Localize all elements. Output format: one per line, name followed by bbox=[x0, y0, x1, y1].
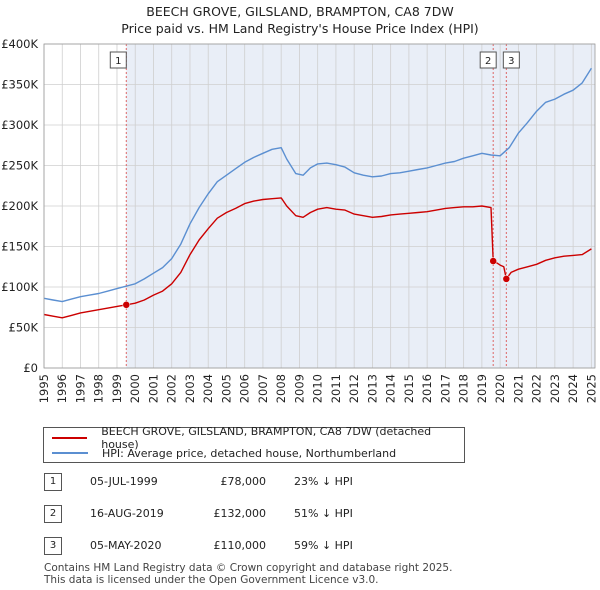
footer-copyright: Contains HM Land Registry data © Crown c… bbox=[44, 562, 453, 574]
sale-point bbox=[489, 257, 497, 265]
transaction-number: 1 bbox=[44, 473, 62, 491]
footer: Contains HM Land Registry data © Crown c… bbox=[44, 562, 452, 586]
x-tick-label: 2003 bbox=[183, 374, 197, 403]
transaction-date: 05-JUL-1999 bbox=[90, 475, 158, 488]
x-tick-label: 2020 bbox=[493, 374, 507, 403]
transaction-price: £132,000 bbox=[213, 507, 267, 520]
y-tick-label: £250K bbox=[1, 159, 38, 173]
sale-marker-badge bbox=[109, 51, 127, 69]
legend-swatch-hpi bbox=[52, 452, 88, 454]
transaction-number: 2 bbox=[44, 505, 62, 523]
plot-frame bbox=[43, 43, 596, 369]
x-tick-label: 2005 bbox=[219, 374, 233, 403]
legend-label-property: BEECH GROVE, GILSLAND, BRAMPTON, CA8 7DW… bbox=[101, 425, 432, 451]
transaction-number: 3 bbox=[44, 537, 62, 555]
x-tick-label: 1996 bbox=[55, 374, 69, 403]
x-tick-label: 2010 bbox=[311, 374, 325, 403]
transaction-date: 16-AUG-2019 bbox=[90, 507, 164, 520]
y-tick-label: £350K bbox=[1, 78, 38, 92]
transaction-hpi: 51% ↓ HPI bbox=[294, 507, 353, 520]
x-tick-label: 2023 bbox=[548, 374, 562, 403]
chart-title: BEECH GROVE, GILSLAND, BRAMPTON, CA8 7DW bbox=[146, 4, 454, 19]
x-tick-label: 2025 bbox=[584, 374, 598, 403]
legend-swatch-property bbox=[52, 437, 88, 439]
x-tick-label: 2008 bbox=[274, 374, 288, 403]
x-tick-label: 2007 bbox=[256, 374, 270, 403]
x-tick-label: 2006 bbox=[238, 374, 252, 403]
x-tick-label: 1995 bbox=[37, 374, 51, 403]
x-tick-label: 2021 bbox=[511, 374, 525, 403]
x-tick-label: 2004 bbox=[201, 374, 215, 403]
transaction-date: 05-MAY-2020 bbox=[90, 539, 162, 552]
x-tick-label: 2019 bbox=[475, 374, 489, 403]
x-tick-label: 1998 bbox=[92, 374, 106, 403]
sale-marker-badge bbox=[479, 51, 497, 69]
x-tick-label: 2014 bbox=[384, 374, 398, 403]
x-tick-label: 2002 bbox=[165, 374, 179, 403]
x-tick-label: 2009 bbox=[292, 374, 306, 403]
transaction-price: £78,000 bbox=[220, 475, 267, 488]
sale-marker-label: 2 bbox=[485, 56, 491, 67]
transaction-hpi: 23% ↓ HPI bbox=[294, 475, 353, 488]
series-line bbox=[43, 197, 592, 319]
y-tick-label: £0 bbox=[23, 361, 38, 375]
x-tick-label: 2024 bbox=[566, 374, 580, 403]
sale-marker-label: 3 bbox=[508, 56, 514, 67]
y-tick-label: £100K bbox=[1, 280, 38, 294]
y-tick-label: £50K bbox=[9, 321, 39, 335]
sale-marker-label: 1 bbox=[115, 56, 121, 67]
transaction-hpi: 59% ↓ HPI bbox=[294, 539, 353, 552]
legend-label-hpi: HPI: Average price, detached house, Nort… bbox=[102, 446, 397, 460]
chart-subtitle: Price paid vs. HM Land Registry's House … bbox=[121, 21, 479, 36]
series-line bbox=[43, 67, 592, 303]
x-tick-label: 2001 bbox=[146, 374, 160, 403]
x-tick-label: 2016 bbox=[420, 374, 434, 403]
x-tick-label: 2012 bbox=[347, 374, 361, 403]
x-tick-label: 1997 bbox=[73, 374, 87, 403]
y-tick-label: £200K bbox=[1, 199, 38, 213]
x-tick-label: 2015 bbox=[402, 374, 416, 403]
sale-marker-badge bbox=[502, 51, 520, 69]
legend: BEECH GROVE, GILSLAND, BRAMPTON, CA8 7DW… bbox=[43, 425, 465, 463]
x-tick-label: 2018 bbox=[457, 374, 471, 403]
sale-point bbox=[122, 301, 131, 309]
x-tick-label: 2013 bbox=[365, 374, 379, 403]
x-tick-label: 2000 bbox=[128, 374, 142, 403]
x-tick-label: 1999 bbox=[110, 374, 124, 403]
y-tick-label: £150K bbox=[1, 240, 38, 254]
legend-item-hpi: HPI: Average price, detached house, Nort… bbox=[52, 446, 396, 460]
footer-licence: This data is licensed under the Open Gov… bbox=[44, 574, 379, 586]
legend-item-property: BEECH GROVE, GILSLAND, BRAMPTON, CA8 7DW… bbox=[52, 425, 464, 451]
transaction-price: £110,000 bbox=[213, 539, 267, 552]
y-tick-label: £300K bbox=[1, 118, 38, 132]
x-tick-label: 2022 bbox=[530, 374, 544, 403]
price-chart: £0 £50K £100K £150K £200K £250K £300K £350K £400… bbox=[1, 37, 598, 403]
x-tick-label: 2017 bbox=[438, 374, 452, 403]
x-tick-label: 2011 bbox=[329, 374, 343, 403]
sale-point bbox=[502, 275, 511, 283]
y-tick-label: £400K bbox=[1, 37, 38, 51]
